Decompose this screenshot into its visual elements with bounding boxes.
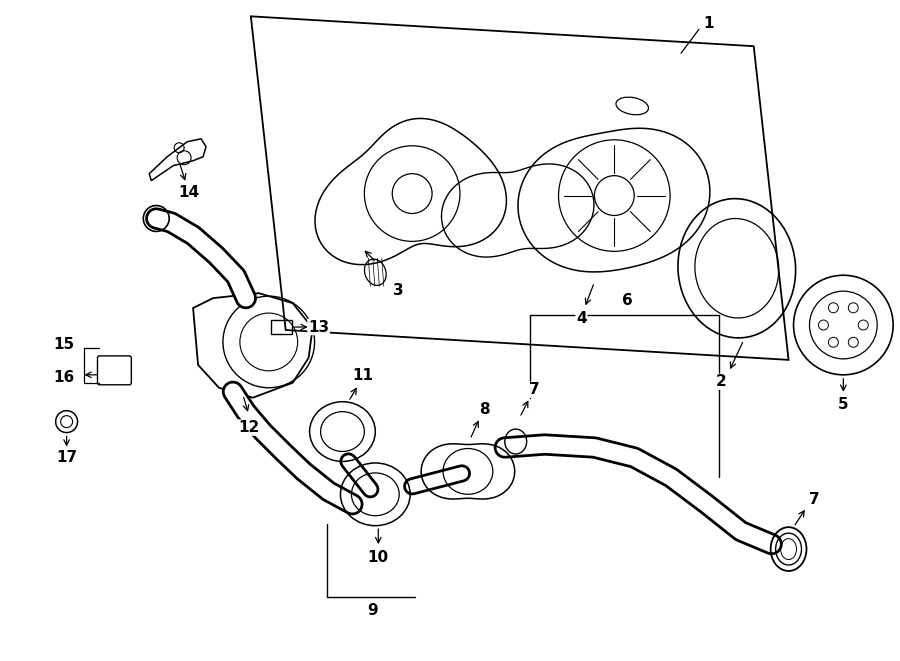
Text: 11: 11 (352, 368, 373, 383)
Text: 2: 2 (716, 374, 726, 389)
Text: 12: 12 (238, 420, 259, 435)
Text: 7: 7 (529, 382, 540, 397)
Text: 14: 14 (178, 185, 200, 200)
Text: 9: 9 (367, 603, 378, 618)
Text: 3: 3 (393, 283, 403, 297)
Text: 1: 1 (704, 16, 715, 31)
Text: 16: 16 (53, 370, 75, 385)
Text: 8: 8 (480, 402, 491, 417)
Text: 7: 7 (809, 492, 820, 507)
Text: 6: 6 (622, 293, 633, 307)
Text: 17: 17 (56, 450, 77, 465)
Text: 10: 10 (368, 549, 389, 564)
Text: 15: 15 (53, 337, 74, 352)
Text: 13: 13 (308, 319, 329, 334)
Text: 4: 4 (576, 311, 587, 326)
Text: 5: 5 (838, 397, 849, 412)
